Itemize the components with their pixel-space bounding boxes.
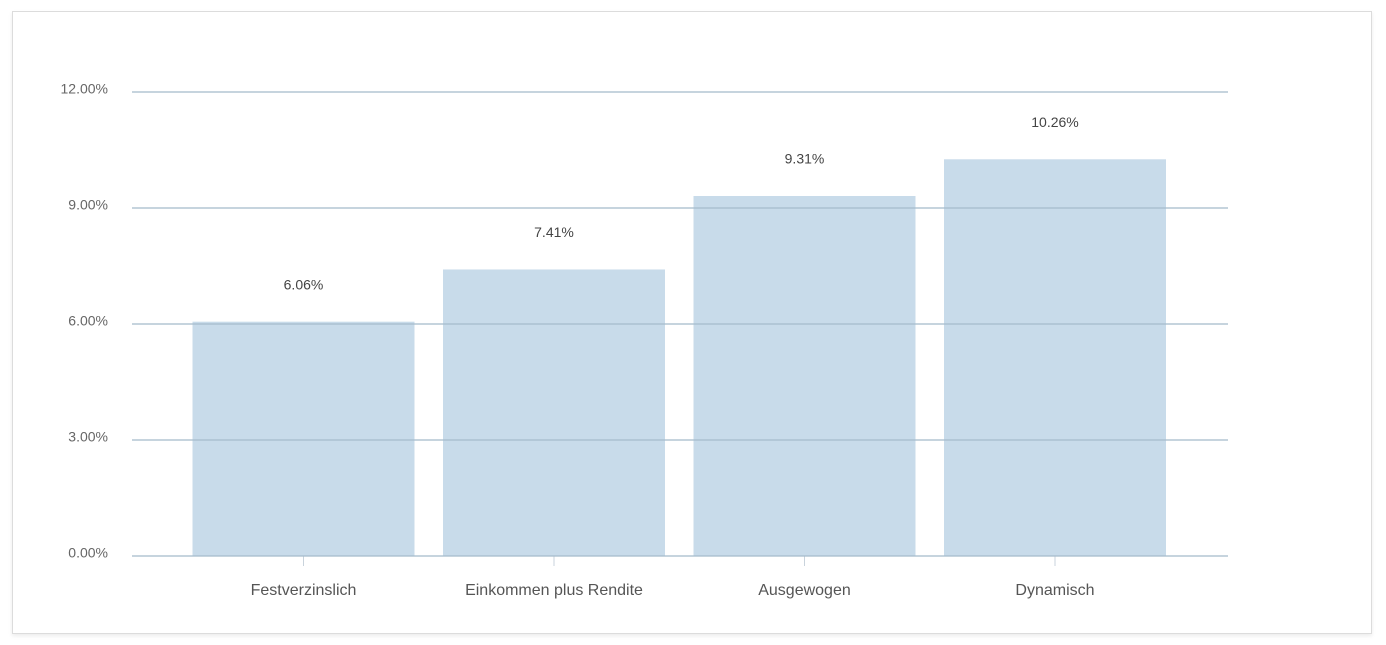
y-tick-label: 12.00% [61,81,108,97]
x-tick-label: Festverzinslich [251,582,357,599]
bar [443,269,665,556]
x-tick-label: Einkommen plus Rendite [465,582,643,599]
value-label: 7.41% [534,224,574,240]
y-tick-label: 6.00% [68,313,108,329]
x-tick-label: Dynamisch [1015,582,1094,599]
y-tick-label: 0.00% [68,545,108,561]
bar [944,159,1166,556]
y-tick-label: 3.00% [68,429,108,445]
value-label: 6.06% [284,276,324,292]
x-tick-label: Ausgewogen [758,582,851,599]
value-label: 9.31% [785,151,825,167]
y-tick-label: 9.00% [68,197,108,213]
bar [693,196,916,556]
bar [192,321,415,556]
value-label: 10.26% [1031,114,1078,130]
